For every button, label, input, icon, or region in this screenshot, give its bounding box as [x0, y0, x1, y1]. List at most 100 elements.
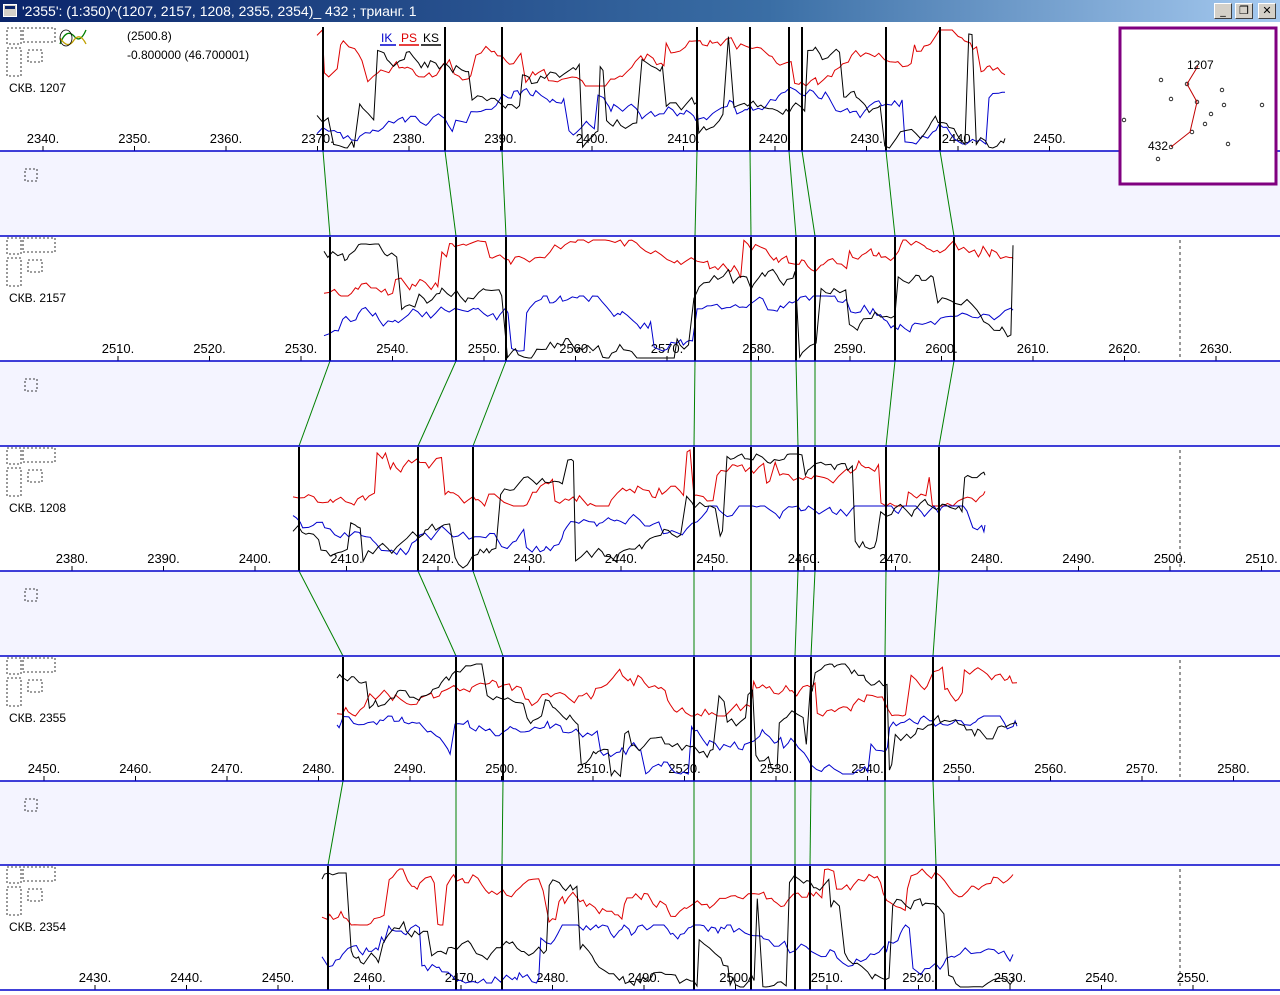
depth-tick-label: 2520.	[668, 761, 701, 776]
gap-band-4	[0, 781, 1280, 865]
correlation-line[interactable]	[794, 570, 799, 657]
curve-legend[interactable]: IK PS KS	[380, 31, 441, 46]
gap-placeholder-icon[interactable]	[24, 168, 38, 182]
ik-curve	[316, 86, 1005, 145]
log-curves[interactable]	[321, 868, 1014, 988]
depth-tick-label: 2500.	[485, 761, 518, 776]
well-correlation-canvas[interactable]: СКВ. 1207 2340. 2350. 2360. 2370. 2380. 2390. 2…	[0, 22, 1280, 995]
gap-placeholder-icon[interactable]	[24, 378, 38, 392]
correlation-line[interactable]	[884, 570, 887, 657]
correlation-line[interactable]	[501, 150, 507, 237]
depth-tick-label: 2420.	[759, 131, 792, 146]
log-curves[interactable]	[323, 239, 1014, 359]
correlation-line[interactable]	[472, 360, 507, 447]
ps-curve	[292, 449, 986, 508]
app-window-icon[interactable]	[3, 4, 17, 17]
ks-curve	[321, 872, 1014, 988]
depth-tick-label: 2590.	[834, 341, 867, 356]
legend-ik[interactable]: IK	[381, 31, 392, 45]
correlation-lines[interactable]	[298, 150, 955, 866]
depth-tick-label: 2480.	[302, 761, 335, 776]
depth-tick-label: 2510.	[811, 970, 844, 985]
ps-curve	[323, 239, 1014, 297]
correlation-line[interactable]	[885, 150, 896, 237]
correlation-line[interactable]	[749, 150, 752, 237]
correlation-line[interactable]	[939, 150, 955, 237]
ks-curve	[292, 453, 986, 569]
depth-tick-label: 2540.	[376, 341, 409, 356]
gap-bands	[0, 151, 1280, 865]
depth-tick-label: 2440.	[942, 131, 975, 146]
depth-tick-label: 2390.	[484, 131, 517, 146]
well-name-label: СКВ. 2354	[9, 920, 66, 934]
depth-tick-label: 2350.	[118, 131, 151, 146]
depth-tick-label: 2550.	[943, 761, 976, 776]
depth-tick-label: 2510.	[102, 341, 135, 356]
correlation-line[interactable]	[885, 360, 896, 447]
log-curves[interactable]	[292, 449, 986, 569]
depth-tick-label: 2490.	[1062, 551, 1095, 566]
curve-tool-icon[interactable]	[59, 29, 87, 47]
depth-tick-label: 2520.	[902, 970, 935, 985]
correlation-line[interactable]	[938, 360, 955, 447]
correlation-line[interactable]	[932, 570, 940, 657]
correlation-line[interactable]	[444, 150, 457, 237]
correlation-line[interactable]	[801, 150, 816, 237]
correlation-line[interactable]	[327, 780, 344, 866]
correlation-line[interactable]	[809, 780, 812, 866]
gap-placeholder-icon[interactable]	[24, 588, 38, 602]
depth-tick-label: 2470.	[879, 551, 912, 566]
log-curves[interactable]	[336, 663, 1018, 778]
depth-tick-label: 2570.	[1126, 761, 1159, 776]
correlation-line[interactable]	[417, 570, 457, 657]
map-label-bottom: 432	[1148, 139, 1168, 153]
correlation-line[interactable]	[472, 570, 504, 657]
minimize-button[interactable]: _	[1214, 3, 1232, 19]
depth-tick-label: 2460.	[788, 551, 821, 566]
depth-tick-label: 2360.	[210, 131, 243, 146]
depth-tick-label: 2580.	[742, 341, 775, 356]
correlation-line[interactable]	[298, 360, 331, 447]
correlation-line[interactable]	[501, 780, 504, 866]
ps-curve	[316, 28, 1006, 87]
depth-tick-label: 2450.	[696, 551, 729, 566]
depth-tick-label: 2560.	[1034, 761, 1067, 776]
gap-placeholder-icon[interactable]	[24, 798, 38, 812]
well-header-icons[interactable]	[6, 447, 56, 497]
depth-tick-label: 2520.	[193, 341, 226, 356]
depth-tick-label: 2390.	[147, 551, 180, 566]
log-curves[interactable]	[316, 28, 1006, 149]
well-location-map[interactable]: 1207 432	[1118, 26, 1278, 186]
depth-tick-label: 2630.	[1200, 341, 1233, 356]
ik-curve	[321, 924, 1014, 984]
depth-tick-label: 2620.	[1108, 341, 1141, 356]
correlation-line[interactable]	[694, 150, 698, 237]
depth-tick-label: 2480.	[971, 551, 1004, 566]
well-header-icons[interactable]	[6, 657, 56, 707]
cursor-depth-readout: (2500.8)	[127, 29, 172, 43]
well-header-icons[interactable]	[6, 866, 56, 916]
well-name-label: СКВ. 2355	[9, 711, 66, 725]
well-header-icons[interactable]	[6, 237, 56, 287]
depth-tick-label: 2440.	[170, 970, 203, 985]
depth-tick-label: 2430.	[79, 970, 112, 985]
correlation-line[interactable]	[795, 360, 799, 447]
restore-button[interactable]: ❐	[1235, 3, 1253, 19]
map-label-top: 1207	[1187, 58, 1214, 72]
correlation-line[interactable]	[322, 150, 331, 237]
depth-tick-label: 2460.	[353, 970, 386, 985]
close-button[interactable]: ✕	[1258, 3, 1276, 19]
correlation-line[interactable]	[417, 360, 457, 447]
depth-tick-label: 2550.	[1177, 970, 1210, 985]
well-header-icons[interactable]	[6, 27, 56, 77]
correlation-line[interactable]	[788, 150, 797, 237]
correlation-line[interactable]	[932, 780, 937, 866]
correlation-line[interactable]	[693, 360, 696, 447]
correlation-line[interactable]	[810, 570, 816, 657]
depth-tick-label: 2470.	[445, 970, 478, 985]
depth-tick-label: 2340.	[27, 131, 60, 146]
correlation-line[interactable]	[298, 570, 344, 657]
legend-ks[interactable]: KS	[423, 31, 439, 45]
legend-ps[interactable]: PS	[401, 31, 417, 45]
depth-tick-label: 2480.	[536, 970, 569, 985]
